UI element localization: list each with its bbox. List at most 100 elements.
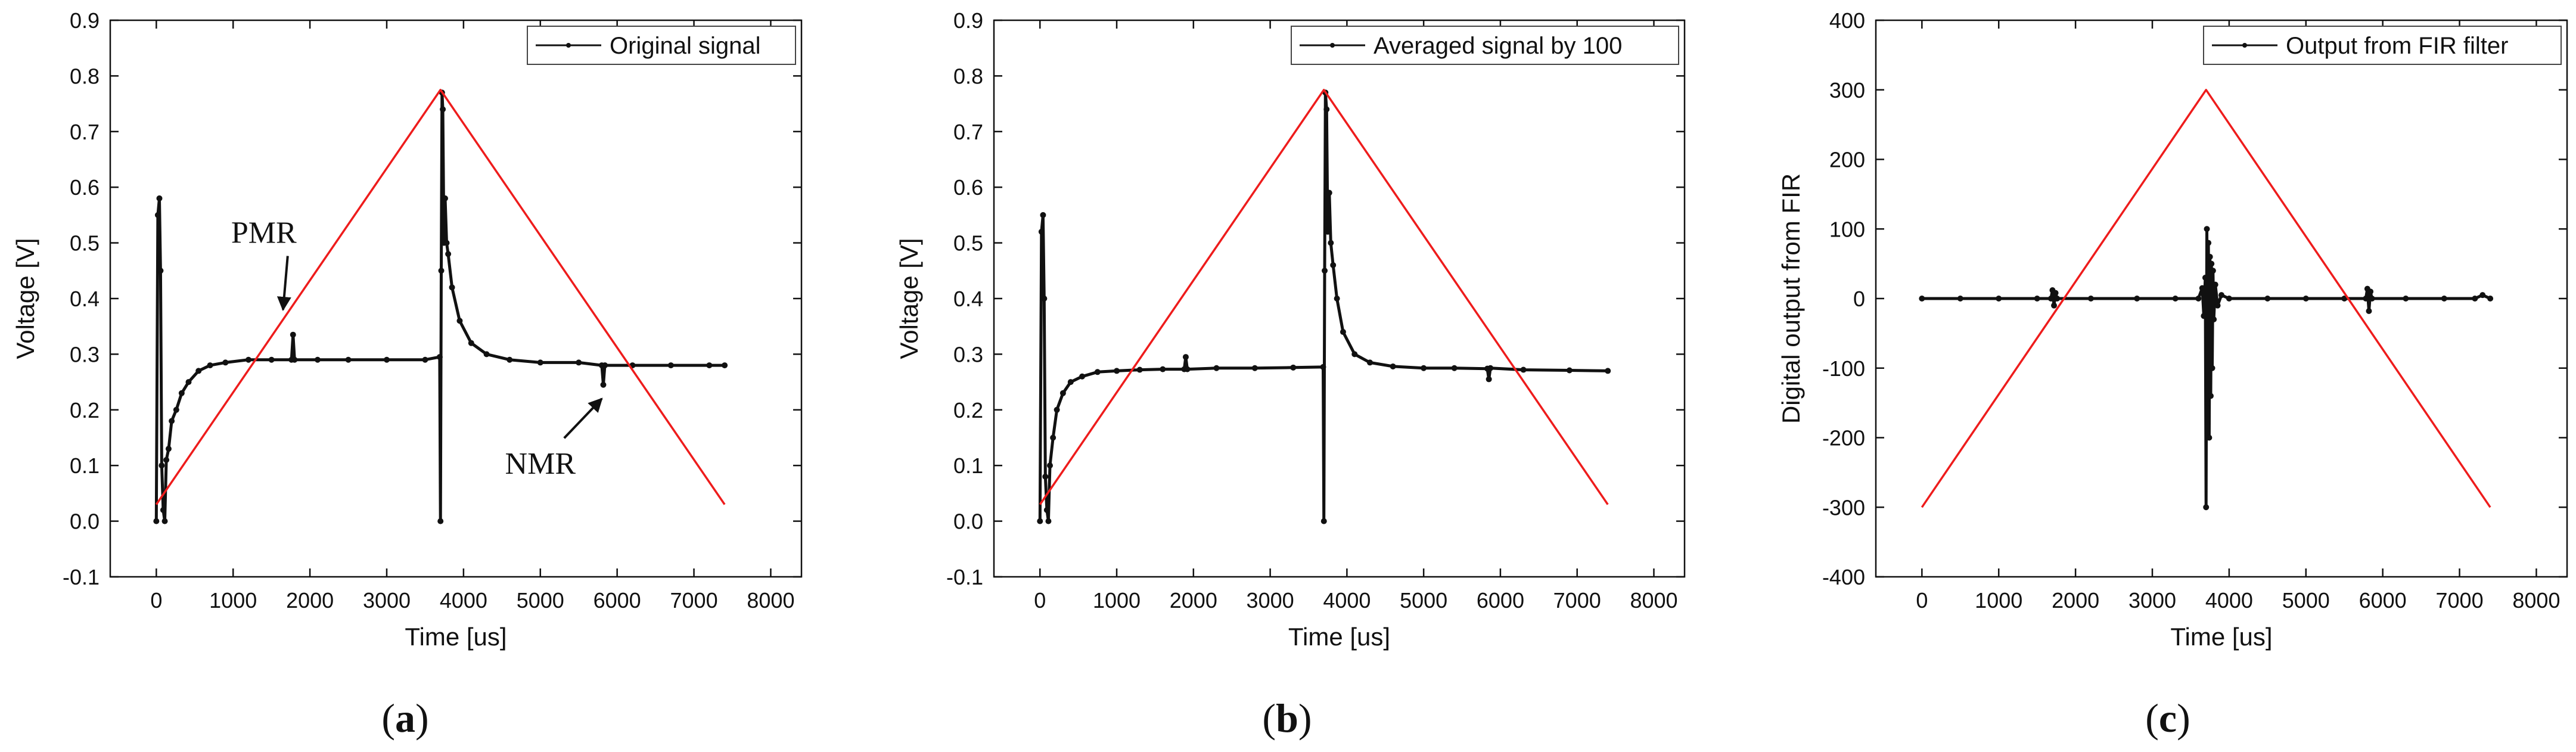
data-point bbox=[1079, 373, 1086, 380]
data-point bbox=[2199, 285, 2205, 291]
data-point bbox=[1520, 366, 1527, 373]
x-tick-label: 6000 bbox=[1477, 588, 1524, 613]
data-point bbox=[1041, 296, 1048, 302]
y-tick-label: -200 bbox=[1822, 426, 1865, 450]
annotation-nmr: NMR bbox=[505, 447, 576, 481]
data-point bbox=[2211, 316, 2217, 323]
y-tick-label: -0.1 bbox=[946, 565, 983, 589]
legend: Original signal bbox=[527, 26, 796, 65]
data-point bbox=[600, 381, 607, 388]
data-point bbox=[438, 268, 445, 274]
x-tick-label: 1000 bbox=[1093, 588, 1141, 613]
y-tick-label: 0.8 bbox=[70, 64, 100, 88]
chart-panel-c: 0 1000 2000 3000 4000 5000 6000 7000 8000-400-30… bbox=[1777, 8, 2568, 741]
data-point bbox=[160, 506, 166, 513]
y-tick-label: -300 bbox=[1822, 495, 1865, 520]
y-tick-label: 0.2 bbox=[70, 398, 100, 422]
signal-line bbox=[154, 91, 725, 523]
data-point bbox=[468, 340, 474, 346]
x-tick-label: 2000 bbox=[2052, 588, 2099, 613]
data-point bbox=[2403, 296, 2409, 302]
legend-label: Output from FIR filter bbox=[2286, 33, 2508, 59]
data-point bbox=[1487, 365, 1494, 371]
data-point bbox=[1996, 296, 2002, 302]
y-axis-label: Voltage [V] bbox=[895, 238, 923, 359]
x-tick-label: 5000 bbox=[1400, 588, 1447, 613]
data-point bbox=[722, 362, 728, 369]
data-point bbox=[154, 212, 161, 218]
data-point bbox=[2204, 400, 2211, 406]
x-tick-label: 5000 bbox=[2282, 588, 2330, 613]
data-point bbox=[315, 356, 321, 363]
y-tick-label: 0.5 bbox=[953, 231, 983, 256]
data-point bbox=[2206, 434, 2213, 441]
data-point bbox=[2441, 296, 2447, 302]
data-point bbox=[1486, 376, 1492, 383]
data-point bbox=[442, 195, 448, 201]
data-point bbox=[1334, 296, 1340, 302]
triangle-line bbox=[1039, 89, 1609, 505]
data-point bbox=[1160, 366, 1166, 372]
data-point bbox=[1184, 366, 1191, 372]
y-tick-label: 300 bbox=[1829, 78, 1865, 102]
x-tick-label: 0 bbox=[1916, 588, 1928, 613]
data-point bbox=[1957, 296, 1963, 302]
data-point bbox=[195, 368, 202, 374]
data-point bbox=[290, 331, 296, 338]
data-point bbox=[157, 268, 164, 274]
data-point bbox=[2363, 296, 2369, 302]
data-point bbox=[2214, 302, 2221, 309]
y-tick-label: 0.3 bbox=[70, 342, 100, 366]
data-point bbox=[1094, 369, 1101, 375]
data-point bbox=[2195, 296, 2202, 302]
x-tick-label: 4000 bbox=[440, 588, 487, 613]
signal-line bbox=[1922, 227, 2491, 509]
data-point bbox=[1045, 518, 1052, 524]
data-point bbox=[2172, 296, 2179, 302]
x-tick-label: 2000 bbox=[286, 588, 334, 613]
data-point bbox=[1050, 434, 1056, 441]
data-point bbox=[1213, 365, 1220, 371]
y-tick-label: -100 bbox=[1822, 356, 1865, 381]
data-point bbox=[2226, 296, 2232, 302]
data-point bbox=[1322, 268, 1328, 274]
x-axis-label: Time [us] bbox=[405, 623, 507, 651]
data-point bbox=[443, 240, 450, 246]
data-point bbox=[2052, 290, 2059, 296]
y-axis-label: Voltage [V] bbox=[11, 238, 39, 359]
y-tick-label: 0.0 bbox=[70, 509, 100, 534]
data-point bbox=[2207, 253, 2213, 260]
x-tick-label: 6000 bbox=[593, 588, 641, 613]
data-point bbox=[1067, 379, 1074, 386]
data-point bbox=[2264, 296, 2271, 302]
legend-label: Averaged signal by 100 bbox=[1374, 33, 1622, 59]
y-tick-label: 0.7 bbox=[953, 120, 983, 144]
data-point bbox=[2054, 296, 2061, 302]
data-point bbox=[1421, 365, 1427, 371]
x-tick-label: 4000 bbox=[1323, 588, 1371, 613]
x-tick-label: 3000 bbox=[2128, 588, 2176, 613]
x-tick-label: 7000 bbox=[1553, 588, 1601, 613]
chart-panel-a: 0 1000 2000 3000 4000 5000 6000 7000 8000 -0.1 0.0… bbox=[11, 8, 803, 741]
y-tick-label: 100 bbox=[1829, 217, 1865, 241]
x-tick-label: 0 bbox=[1034, 588, 1046, 613]
y-tick-label: 0.8 bbox=[953, 64, 983, 88]
data-point bbox=[156, 195, 163, 201]
y-tick-label: 0.4 bbox=[953, 287, 983, 311]
data-point bbox=[1251, 365, 1258, 371]
panel-label: (b) bbox=[1262, 695, 1312, 741]
data-point bbox=[576, 359, 582, 366]
data-point bbox=[456, 318, 463, 324]
data-point bbox=[2134, 296, 2140, 302]
data-point bbox=[667, 362, 674, 369]
y-tick-label: 0.9 bbox=[953, 8, 983, 33]
data-point bbox=[437, 518, 444, 524]
data-point bbox=[2208, 260, 2215, 267]
y-tick-label: 0.4 bbox=[70, 287, 100, 311]
data-point bbox=[1320, 518, 1327, 524]
y-tick-label: -400 bbox=[1822, 565, 1865, 589]
y-tick-label: 0.6 bbox=[70, 175, 100, 200]
data-point bbox=[440, 106, 446, 113]
x-tick-label: 3000 bbox=[363, 588, 411, 613]
data-point bbox=[1136, 366, 1143, 373]
